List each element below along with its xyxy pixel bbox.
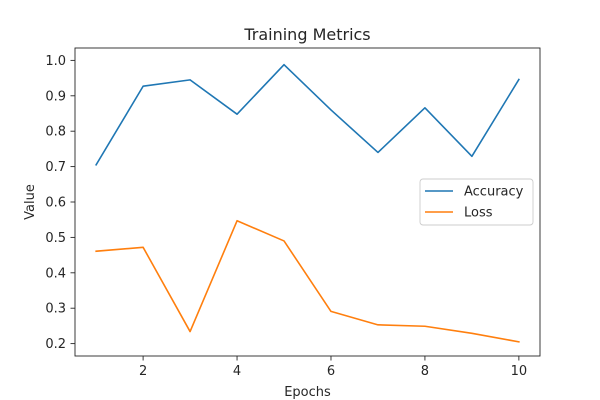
x-tick-label: 8 bbox=[421, 364, 429, 379]
x-tick-label: 6 bbox=[327, 364, 335, 379]
y-tick-label: 1.0 bbox=[45, 54, 66, 69]
x-tick-label: 10 bbox=[511, 364, 528, 379]
y-tick-label: 0.3 bbox=[45, 302, 66, 317]
plot-area: 2 4 6 8 10 0.2 0.3 0.4 0.5 0.6 0.7 0.8 0.9 1.0 bbox=[45, 47, 541, 379]
y-tick-label: 0.9 bbox=[45, 89, 66, 104]
series-line-loss bbox=[95, 219, 520, 343]
x-tick-label: 2 bbox=[139, 364, 147, 379]
y-tick-label: 0.2 bbox=[45, 337, 66, 352]
legend: Accuracy Loss bbox=[419, 178, 534, 226]
series-line-accuracy bbox=[95, 63, 520, 166]
x-tick-label: 4 bbox=[233, 364, 241, 379]
y-axis-label: Value bbox=[23, 184, 38, 220]
y-tick-label: 0.5 bbox=[45, 231, 66, 246]
x-axis-label: Epochs bbox=[284, 385, 331, 400]
legend-label-loss: Loss bbox=[464, 206, 493, 221]
y-tick-label: 0.7 bbox=[45, 160, 66, 175]
y-tick-label: 0.4 bbox=[45, 266, 66, 281]
y-tick-label: 0.6 bbox=[45, 196, 66, 211]
chart-title: Training Metrics bbox=[243, 25, 370, 44]
legend-label-accuracy: Accuracy bbox=[464, 185, 524, 200]
y-tick-label: 0.8 bbox=[45, 125, 66, 140]
